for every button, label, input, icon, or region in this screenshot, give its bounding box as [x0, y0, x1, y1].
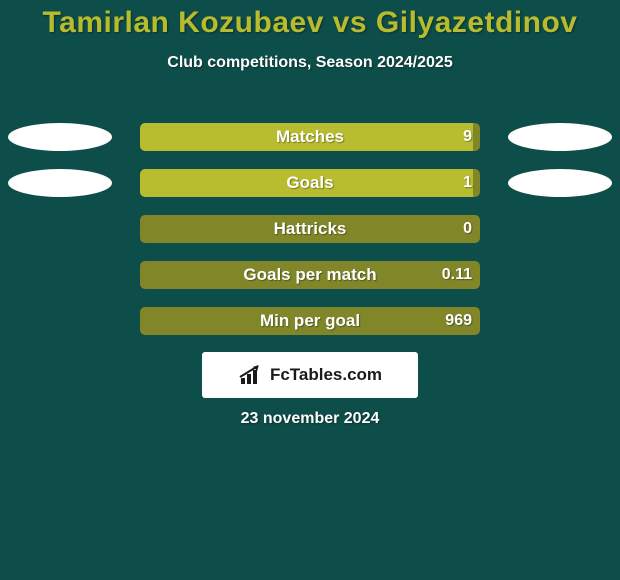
- brand-text: FcTables.com: [270, 365, 382, 385]
- ellipse-left-icon: [8, 123, 112, 151]
- stat-value-right: 969: [445, 307, 472, 335]
- bar-chart-icon: [238, 364, 264, 386]
- stat-row-min-per-goal: Min per goal 969: [0, 306, 620, 336]
- comparison-infographic: Tamirlan Kozubaev vs Gilyazetdinov Club …: [0, 0, 620, 580]
- stat-value-right: 1: [463, 169, 472, 197]
- stat-row-goals-per-match: Goals per match 0.11: [0, 260, 620, 290]
- stat-bar: Min per goal 969: [140, 307, 480, 335]
- stat-bar: Matches 9: [140, 123, 480, 151]
- stat-value-right: 9: [463, 123, 472, 151]
- stat-value-right: 0: [463, 215, 472, 243]
- stat-bar: Goals 1: [140, 169, 480, 197]
- ellipse-left-icon: [8, 169, 112, 197]
- page-title: Tamirlan Kozubaev vs Gilyazetdinov: [0, 0, 620, 40]
- stat-label: Min per goal: [140, 307, 480, 335]
- stat-label: Goals: [140, 169, 480, 197]
- stat-row-matches: Matches 9: [0, 122, 620, 152]
- stat-value-right: 0.11: [442, 261, 472, 289]
- stat-bar: Goals per match 0.11: [140, 261, 480, 289]
- ellipse-right-icon: [508, 123, 612, 151]
- stat-label: Matches: [140, 123, 480, 151]
- stat-row-hattricks: Hattricks 0: [0, 214, 620, 244]
- stat-bar: Hattricks 0: [140, 215, 480, 243]
- stat-row-goals: Goals 1: [0, 168, 620, 198]
- stat-label: Goals per match: [140, 261, 480, 289]
- stat-label: Hattricks: [140, 215, 480, 243]
- ellipse-right-icon: [508, 169, 612, 197]
- brand-badge: FcTables.com: [202, 352, 418, 398]
- subtitle: Club competitions, Season 2024/2025: [0, 54, 620, 72]
- date-text: 23 november 2024: [0, 410, 620, 428]
- stat-rows: Matches 9 Goals 1 Hattricks 0: [0, 122, 620, 352]
